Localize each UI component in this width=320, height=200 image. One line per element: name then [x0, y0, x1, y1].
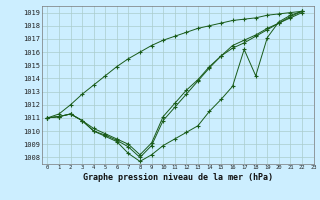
- X-axis label: Graphe pression niveau de la mer (hPa): Graphe pression niveau de la mer (hPa): [83, 173, 273, 182]
